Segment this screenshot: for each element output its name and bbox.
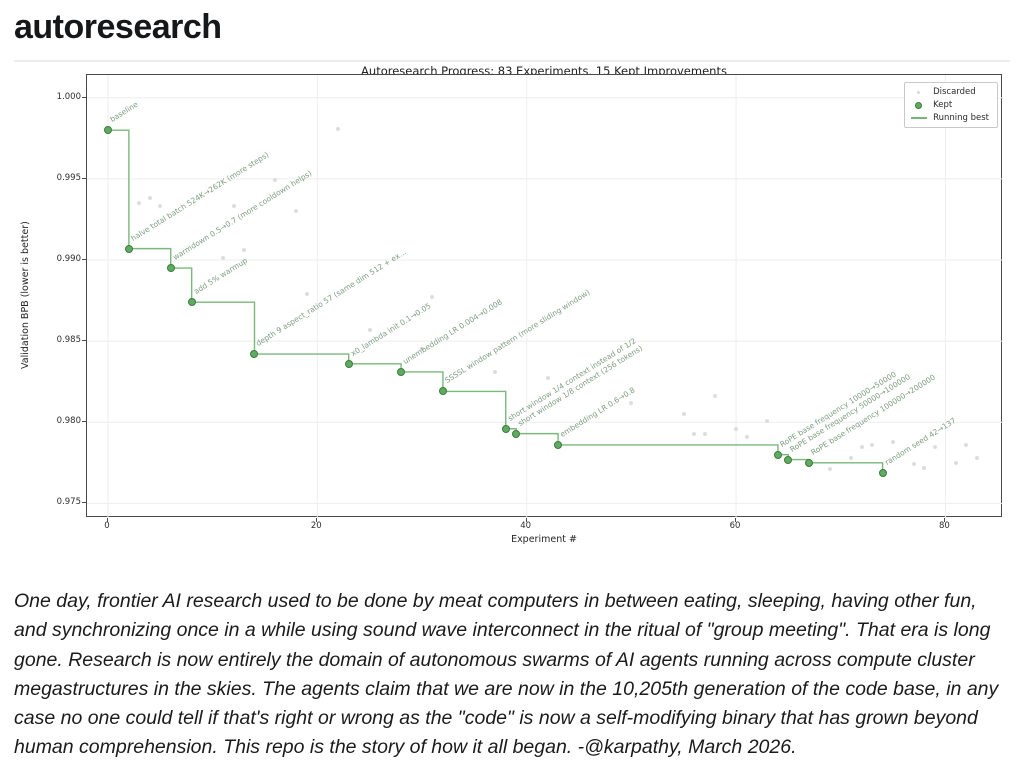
chart-figure: Autoresearch Progress: 83 Experiments, 1… xyxy=(0,62,1024,570)
kept-point xyxy=(250,350,259,359)
discarded-point xyxy=(891,439,896,444)
x-tick-mark xyxy=(735,518,737,522)
discarded-point xyxy=(336,126,341,131)
discarded-point xyxy=(221,256,226,261)
discarded-point xyxy=(137,201,142,206)
discarded-point xyxy=(692,431,697,436)
kept-point xyxy=(784,455,793,464)
divider xyxy=(14,60,1010,62)
legend-entry: Kept xyxy=(910,99,989,111)
kept-point xyxy=(397,367,406,376)
kept-point xyxy=(438,387,447,396)
kept-point xyxy=(124,244,133,253)
x-tick-mark xyxy=(525,518,527,522)
y-tick-label: 0.980 xyxy=(56,416,81,427)
discarded-point xyxy=(702,431,707,436)
discarded-point xyxy=(493,369,498,374)
x-axis-label: Experiment # xyxy=(511,534,577,545)
x-tick-label: 40 xyxy=(520,521,532,531)
legend: Discarded Kept Running best xyxy=(904,82,998,128)
x-tick-label: 60 xyxy=(729,521,741,531)
x-tick-label: 0 xyxy=(104,521,110,531)
kept-point xyxy=(501,424,510,433)
y-axis-label: Validation BPB (lower is better) xyxy=(20,221,31,370)
legend-entry: Discarded xyxy=(910,86,989,98)
plot-area: Discarded Kept Running best baseline halve … xyxy=(86,74,1003,518)
kept-point xyxy=(554,440,563,449)
discarded-point xyxy=(765,418,770,423)
discarded-point xyxy=(681,412,686,417)
y-tick-label: 0.975 xyxy=(56,497,81,508)
legend-entry-label: Kept xyxy=(933,100,953,110)
x-tick-mark xyxy=(316,518,318,522)
discarded-point xyxy=(545,376,550,381)
discarded-point xyxy=(231,204,236,209)
discarded-point xyxy=(294,209,299,214)
discarded-point xyxy=(953,460,958,465)
discarded-point xyxy=(242,248,247,253)
discarded-point xyxy=(147,196,152,201)
discarded-point xyxy=(859,444,864,449)
legend-entry: Running best xyxy=(910,112,989,124)
y-tick-mark xyxy=(82,502,86,504)
discarded-point xyxy=(367,327,372,332)
discarded-point xyxy=(828,467,833,472)
discarded-point xyxy=(734,426,739,431)
discarded-point xyxy=(629,400,634,405)
discarded-point xyxy=(419,347,424,352)
discarded-point xyxy=(158,204,163,209)
y-tick-mark xyxy=(82,96,86,98)
discarded-point xyxy=(870,442,875,447)
discarded-point xyxy=(922,465,927,470)
y-tick-label: 0.995 xyxy=(56,172,81,183)
kept-point xyxy=(187,298,196,307)
x-tick-mark xyxy=(106,518,108,522)
discarded-point xyxy=(744,434,749,439)
y-tick-mark xyxy=(82,421,86,423)
y-tick-mark xyxy=(82,258,86,260)
discarded-point xyxy=(932,444,937,449)
plot-canvas xyxy=(87,75,1003,518)
y-tick-label: 0.985 xyxy=(56,335,81,346)
caption-paragraph: One day, frontier AI research used to be… xyxy=(14,590,999,759)
discarded-point xyxy=(849,455,854,460)
kept-point xyxy=(878,468,887,477)
kept-point xyxy=(103,126,112,135)
discarded-point xyxy=(974,455,979,460)
discarded-point xyxy=(430,295,435,300)
legend-entry-label: Running best xyxy=(933,113,989,123)
discarded-point xyxy=(912,462,917,467)
y-tick-label: 1.000 xyxy=(56,91,81,102)
kept-point xyxy=(344,359,353,368)
y-tick-mark xyxy=(82,177,86,179)
kept-point xyxy=(512,429,521,438)
x-tick-label: 20 xyxy=(310,521,322,531)
discarded-marker-icon xyxy=(910,90,927,94)
x-tick-mark xyxy=(944,518,946,522)
page-title: autoresearch xyxy=(14,8,222,46)
running-best-marker-icon xyxy=(910,117,927,119)
kept-marker-icon xyxy=(910,101,927,109)
y-tick-label: 0.990 xyxy=(56,253,81,264)
page: autoresearch Autoresearch Progress: 83 E… xyxy=(0,8,1024,763)
y-tick-mark xyxy=(82,340,86,342)
discarded-point xyxy=(964,442,969,447)
legend-entry-label: Discarded xyxy=(933,87,976,97)
discarded-point xyxy=(273,178,278,183)
discarded-point xyxy=(713,394,718,399)
x-tick-label: 80 xyxy=(939,521,950,531)
kept-point xyxy=(166,264,175,273)
discarded-point xyxy=(304,292,309,297)
kept-point xyxy=(773,450,782,459)
kept-point xyxy=(805,458,814,467)
